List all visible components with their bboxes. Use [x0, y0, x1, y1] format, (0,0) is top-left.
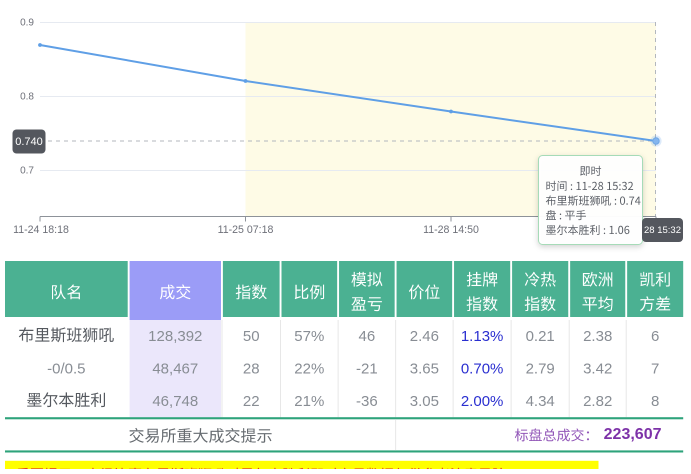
svg-text:0.7: 0.7: [20, 166, 34, 177]
svg-text:50: 50: [243, 328, 260, 345]
svg-text:0.8: 0.8: [20, 92, 34, 103]
svg-text:2.00%: 2.00%: [461, 393, 504, 410]
svg-text:8: 8: [651, 393, 659, 410]
svg-text:46,748: 46,748: [152, 393, 198, 410]
svg-text:128,392: 128,392: [148, 328, 202, 345]
svg-text:2.79: 2.79: [526, 360, 555, 377]
svg-text:46: 46: [359, 328, 376, 345]
svg-text:0.9: 0.9: [20, 18, 34, 29]
svg-text:48,467: 48,467: [152, 360, 198, 377]
svg-text:-36: -36: [356, 393, 378, 410]
svg-text:3.42: 3.42: [583, 360, 612, 377]
svg-text:28: 28: [243, 360, 260, 377]
svg-text:0.740: 0.740: [15, 136, 43, 148]
svg-text:1.13%: 1.13%: [461, 328, 504, 345]
svg-text:223,607: 223,607: [604, 426, 662, 443]
svg-text:0.21: 0.21: [526, 328, 555, 345]
svg-text:-0/0.5: -0/0.5: [47, 360, 85, 377]
svg-text:22: 22: [243, 393, 260, 410]
svg-text:-21: -21: [356, 360, 378, 377]
svg-text:3.05: 3.05: [410, 393, 439, 410]
svg-text:2.38: 2.38: [583, 328, 612, 345]
svg-text:11-24 18:18: 11-24 18:18: [13, 224, 69, 236]
svg-text:28 15:32: 28 15:32: [644, 225, 681, 236]
svg-text:11-25 07:18: 11-25 07:18: [218, 224, 274, 236]
svg-text:3.65: 3.65: [410, 360, 439, 377]
svg-text:22%: 22%: [294, 360, 324, 377]
svg-text:7: 7: [651, 360, 659, 377]
svg-text:57%: 57%: [294, 328, 324, 345]
svg-text:4.34: 4.34: [526, 393, 555, 410]
svg-text:2.46: 2.46: [410, 328, 439, 345]
svg-text:11-28 14:50: 11-28 14:50: [423, 224, 479, 236]
svg-text:2.82: 2.82: [583, 393, 612, 410]
svg-text:21%: 21%: [294, 393, 324, 410]
svg-text:6: 6: [651, 328, 659, 345]
svg-text:0.70%: 0.70%: [461, 360, 504, 377]
